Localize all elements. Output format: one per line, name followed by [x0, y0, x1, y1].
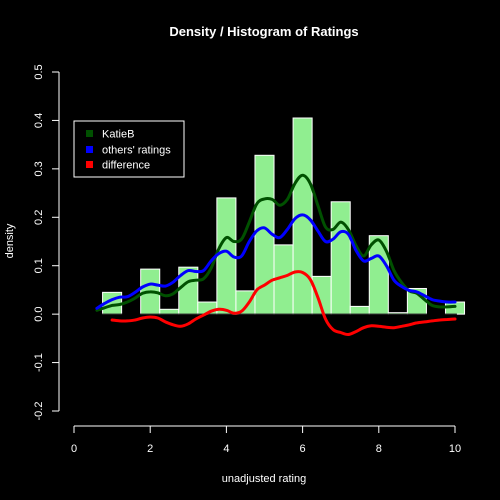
y-axis-label: density	[4, 223, 16, 258]
y-tick-label: 0.0	[33, 306, 45, 321]
legend-swatch-katieb	[86, 130, 93, 137]
legend-swatch-others-ratings	[86, 146, 93, 153]
legend-box	[73, 120, 185, 178]
y-tick-label: -0.1	[33, 353, 45, 372]
series-line-others-ratings	[95, 213, 457, 310]
series-line-difference	[110, 270, 457, 336]
histogram-bar	[159, 308, 180, 315]
y-axis: -0.2 -0.1 0.0 0.1 0.2 0.3 0.4 0.5	[33, 64, 60, 421]
y-tick-label: 0.1	[33, 258, 45, 273]
legend-swatch-difference	[86, 161, 93, 168]
legend-label-katieb: KatieB	[102, 129, 134, 141]
legend: KatieB others' ratings difference	[73, 120, 185, 178]
y-tick-label: -0.2	[33, 402, 45, 421]
legend-label-others-ratings: others' ratings	[102, 145, 171, 157]
x-tick-label: 6	[300, 443, 306, 455]
chart-title: Density / Histogram of Ratings	[169, 24, 358, 39]
histogram-bar	[349, 305, 370, 315]
y-tick-label: 0.5	[33, 64, 45, 79]
y-tick-label: 0.3	[33, 161, 45, 176]
y-tick-label: 0.4	[33, 113, 45, 128]
density-lines	[95, 173, 457, 336]
x-tick-label: 0	[71, 443, 77, 455]
x-tick-label: 2	[147, 443, 153, 455]
x-tick-label: 10	[449, 443, 461, 455]
x-axis: 0 2 4 6 8 10	[71, 425, 461, 455]
x-tick-label: 4	[223, 443, 229, 455]
x-tick-label: 8	[376, 443, 382, 455]
legend-label-difference: difference	[102, 160, 150, 172]
series-line-katieb	[95, 173, 457, 312]
histogram-bar	[330, 201, 351, 315]
x-axis-label: unadjusted rating	[222, 473, 306, 485]
y-tick-label: 0.2	[33, 210, 45, 225]
